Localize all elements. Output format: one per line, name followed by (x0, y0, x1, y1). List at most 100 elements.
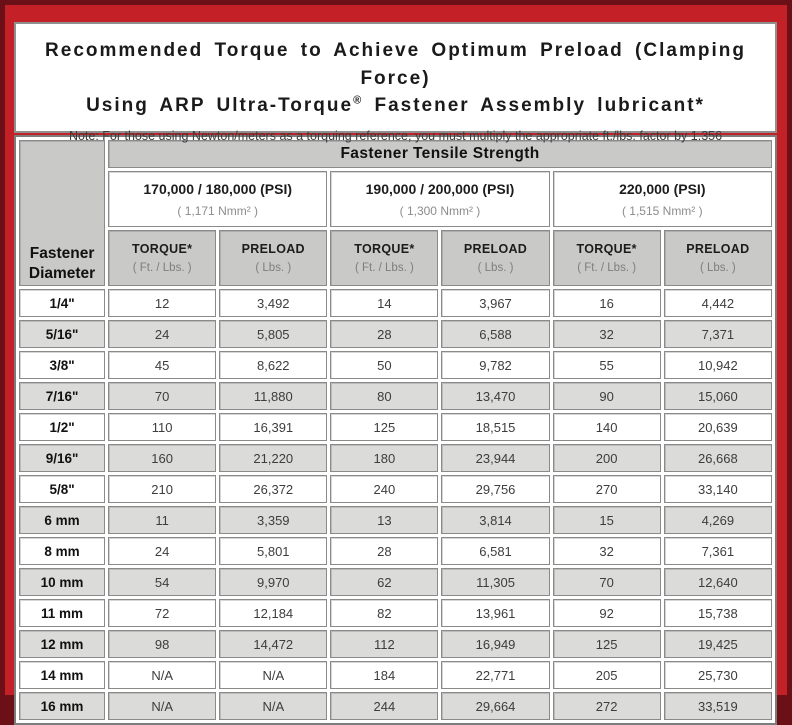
preload-value-cell: 7,371 (663, 320, 772, 348)
preload-value-cell: 29,756 (441, 475, 550, 503)
preload-value-cell: 26,372 (219, 475, 328, 503)
preload-value-cell: 22,771 (441, 661, 550, 689)
preload-value-cell: 7,361 (663, 537, 772, 565)
psi-label: 190,000 / 200,000 (PSI) (365, 180, 515, 197)
torque-table-body: 1/4" 12 3,492 14 3,967 16 4,442 5/16" 24 5,805 28 6… (19, 289, 772, 720)
torque-value-cell: 92 (552, 599, 661, 627)
fastener-diameter-cell: 16 mm (19, 692, 106, 720)
torque-value-cell: 32 (552, 320, 661, 348)
torque-column-header: TORQUE* ( Ft. / Lbs. ) (552, 230, 661, 286)
fastener-diameter-cell: 5/8" (19, 475, 106, 503)
table-row: 10 mm 54 9,970 62 11,305 70 12,640 (19, 568, 772, 596)
table-row: 1/4" 12 3,492 14 3,967 16 4,442 (19, 289, 772, 317)
preload-value-cell: 29,664 (441, 692, 550, 720)
preload-value-cell: 8,622 (219, 351, 328, 379)
preload-value-cell: 33,140 (663, 475, 772, 503)
torque-value-cell: 200 (552, 444, 661, 472)
psi-label: 170,000 / 180,000 (PSI) (143, 180, 293, 197)
torque-value-cell: 62 (330, 568, 439, 596)
torque-value-cell: 80 (330, 382, 439, 410)
nmm-label: ( 1,515 Nmm² ) (621, 203, 703, 218)
preload-value-cell: 19,425 (663, 630, 772, 658)
torque-value-cell: 184 (330, 661, 439, 689)
preload-value-cell: 20,639 (663, 413, 772, 441)
preload-units: ( Lbs. ) (699, 262, 736, 274)
fastener-diameter-cell: 9/16" (19, 444, 106, 472)
table-row: 5/8" 210 26,372 240 29,756 270 33,140 (19, 475, 772, 503)
tensile-strength-header: Fastener Tensile Strength (108, 140, 772, 168)
preload-value-cell: 4,442 (663, 289, 772, 317)
torque-value-cell: 125 (330, 413, 439, 441)
torque-value-cell: 270 (552, 475, 661, 503)
fastener-diameter-cell: 8 mm (19, 537, 106, 565)
preload-value-cell: 13,961 (441, 599, 550, 627)
torque-value-cell: 45 (108, 351, 217, 379)
preload-value-cell: 6,581 (441, 537, 550, 565)
preload-units: ( Lbs. ) (477, 262, 514, 274)
page-title: Recommended Torque to Achieve Optimum Pr… (16, 37, 775, 120)
title-line1: Recommended Torque to Achieve Optimum Pr… (45, 40, 746, 89)
fastener-diameter-line1: Fastener (29, 244, 95, 262)
torque-value-cell: 11 (108, 506, 217, 534)
preload-value-cell: 3,967 (441, 289, 550, 317)
table-row: 1/2" 110 16,391 125 18,515 140 20,639 (19, 413, 772, 441)
table-header-row-columns: TORQUE* ( Ft. / Lbs. ) PRELOAD ( Lbs. ) … (19, 230, 772, 286)
torque-value-cell: 54 (108, 568, 217, 596)
torque-value-cell: 140 (552, 413, 661, 441)
torque-column-header: TORQUE* ( Ft. / Lbs. ) (108, 230, 217, 286)
torque-value-cell: N/A (108, 661, 217, 689)
preload-value-cell: 11,880 (219, 382, 328, 410)
table-row: 6 mm 11 3,359 13 3,814 15 4,269 (19, 506, 772, 534)
preload-value-cell: 16,949 (441, 630, 550, 658)
preload-value-cell: 15,738 (663, 599, 772, 627)
preload-label: PRELOAD (463, 242, 528, 256)
table-row: 5/16" 24 5,805 28 6,588 32 7,371 (19, 320, 772, 348)
fastener-diameter-cell: 12 mm (19, 630, 106, 658)
torque-value-cell: 244 (330, 692, 439, 720)
psi-group-170-180: 170,000 / 180,000 (PSI) ( 1,171 Nmm² ) (108, 171, 328, 227)
torque-units: ( Ft. / Lbs. ) (355, 262, 414, 274)
preload-value-cell: 9,782 (441, 351, 550, 379)
torque-value-cell: 180 (330, 444, 439, 472)
fastener-diameter-cell: 1/4" (19, 289, 106, 317)
torque-value-cell: 90 (552, 382, 661, 410)
preload-value-cell: 23,944 (441, 444, 550, 472)
torque-value-cell: 16 (552, 289, 661, 317)
torque-column-header: TORQUE* ( Ft. / Lbs. ) (330, 230, 439, 286)
preload-value-cell: 12,640 (663, 568, 772, 596)
torque-table: Fastener Diameter Fastener Tensile Stren… (14, 135, 777, 725)
fastener-diameter-cell: 11 mm (19, 599, 106, 627)
preload-value-cell: 9,970 (219, 568, 328, 596)
title-line2-suffix: Fastener Assembly lubricant* (363, 95, 705, 117)
fastener-diameter-cell: 6 mm (19, 506, 106, 534)
table-row: 16 mm N/A N/A 244 29,664 272 33,519 (19, 692, 772, 720)
torque-units: ( Ft. / Lbs. ) (577, 262, 637, 274)
table-row: 7/16" 70 11,880 80 13,470 90 15,060 (19, 382, 772, 410)
table-row: 14 mm N/A N/A 184 22,771 205 25,730 (19, 661, 772, 689)
preload-column-header: PRELOAD ( Lbs. ) (663, 230, 772, 286)
preload-column-header: PRELOAD ( Lbs. ) (219, 230, 328, 286)
torque-label: TORQUE* (132, 242, 193, 256)
table-row: 8 mm 24 5,801 28 6,581 32 7,361 (19, 537, 772, 565)
torque-label: TORQUE* (354, 242, 415, 256)
torque-value-cell: 12 (108, 289, 217, 317)
preload-units: ( Lbs. ) (255, 262, 292, 274)
preload-value-cell: 26,668 (663, 444, 772, 472)
preload-label: PRELOAD (686, 242, 750, 256)
nmm-label: ( 1,300 Nmm² ) (399, 203, 481, 218)
torque-value-cell: 28 (330, 320, 439, 348)
torque-label: TORQUE* (576, 242, 637, 256)
table-row: 11 mm 72 12,184 82 13,961 92 15,738 (19, 599, 772, 627)
red-frame: Recommended Torque to Achieve Optimum Pr… (5, 5, 787, 725)
torque-value-cell: 14 (330, 289, 439, 317)
torque-units: ( Ft. / Lbs. ) (132, 262, 192, 274)
preload-value-cell: N/A (219, 692, 328, 720)
fastener-diameter-cell: 5/16" (19, 320, 106, 348)
torque-value-cell: 28 (330, 537, 439, 565)
preload-value-cell: 18,515 (441, 413, 550, 441)
preload-value-cell: 4,269 (663, 506, 772, 534)
title-box: Recommended Torque to Achieve Optimum Pr… (14, 22, 777, 143)
table-row: 9/16" 160 21,220 180 23,944 200 26,668 (19, 444, 772, 472)
torque-value-cell: 110 (108, 413, 217, 441)
preload-value-cell: 3,492 (219, 289, 328, 317)
